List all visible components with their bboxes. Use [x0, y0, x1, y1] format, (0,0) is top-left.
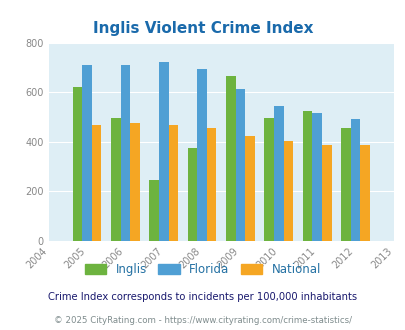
Text: Inglis Violent Crime Index: Inglis Violent Crime Index: [92, 21, 313, 36]
Bar: [92, 124, 101, 241]
Legend: Inglis, Florida, National: Inglis, Florida, National: [80, 258, 325, 281]
Bar: [264, 118, 273, 241]
Bar: [226, 76, 235, 241]
Bar: [207, 128, 216, 241]
Bar: [82, 65, 92, 241]
Bar: [302, 111, 311, 241]
Bar: [111, 118, 120, 241]
Bar: [130, 123, 139, 241]
Bar: [283, 141, 292, 241]
Bar: [187, 148, 197, 241]
Bar: [245, 136, 254, 241]
Bar: [350, 119, 359, 241]
Bar: [273, 106, 283, 241]
Bar: [340, 127, 350, 241]
Bar: [197, 69, 207, 241]
Bar: [321, 145, 331, 241]
Bar: [72, 87, 82, 241]
Bar: [235, 89, 245, 241]
Bar: [120, 65, 130, 241]
Bar: [359, 145, 369, 241]
Bar: [159, 62, 168, 241]
Text: Crime Index corresponds to incidents per 100,000 inhabitants: Crime Index corresponds to incidents per…: [48, 292, 357, 302]
Bar: [149, 180, 159, 241]
Bar: [168, 124, 178, 241]
Bar: [311, 114, 321, 241]
Text: © 2025 CityRating.com - https://www.cityrating.com/crime-statistics/: © 2025 CityRating.com - https://www.city…: [54, 315, 351, 325]
